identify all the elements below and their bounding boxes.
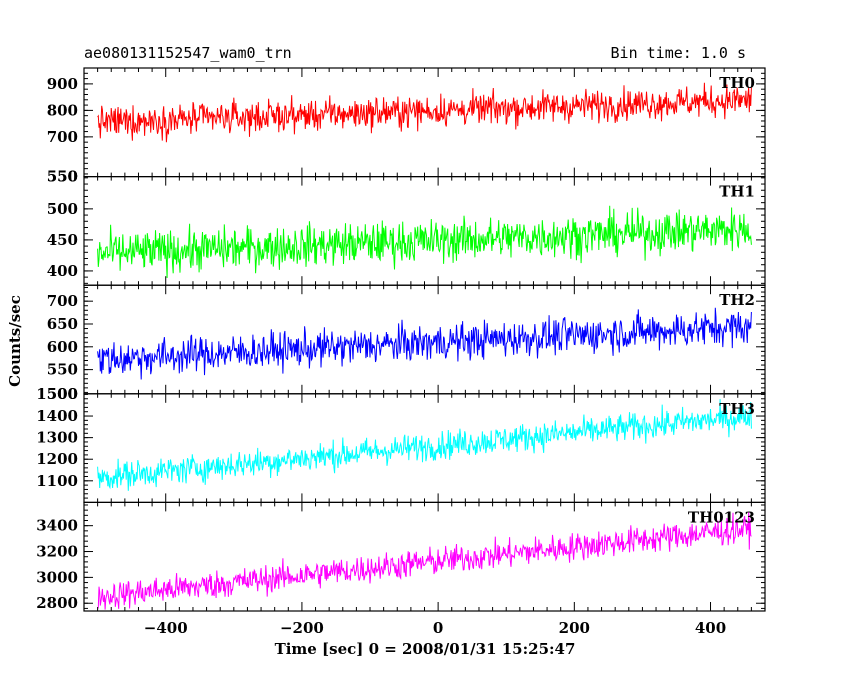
series-label-th0123: TH0123 <box>688 508 755 526</box>
y-tick-label: 400 <box>47 262 78 280</box>
plot-title: ae080131152547_wam0_trn <box>84 44 292 62</box>
y-tick-label: 700 <box>47 128 78 146</box>
series-label-th2: TH2 <box>719 291 755 309</box>
series-line-th0123 <box>97 512 752 610</box>
y-tick-label: 500 <box>47 385 78 403</box>
series-line-th3 <box>97 399 752 491</box>
x-tick-label: −400 <box>144 619 188 637</box>
y-tick-label: 900 <box>47 75 78 93</box>
y-tick-label: 700 <box>47 292 78 310</box>
x-tick-label: 0 <box>433 619 443 637</box>
series-label-th3: TH3 <box>719 400 755 418</box>
y-tick-label: 650 <box>47 315 78 333</box>
x-tick-label: 400 <box>695 619 726 637</box>
x-tick-label: −200 <box>280 619 324 637</box>
y-tick-label: 800 <box>47 101 78 119</box>
y-tick-label: 3000 <box>36 568 78 586</box>
y-tick-label: 1200 <box>36 450 78 468</box>
y-tick-label: 600 <box>47 338 78 356</box>
x-axis-label: Time [sec] 0 = 2008/01/31 15:25:47 <box>274 640 576 658</box>
y-tick-label: 550 <box>47 168 78 186</box>
y-tick-label: 1300 <box>36 429 78 447</box>
x-tick-label: 200 <box>559 619 590 637</box>
bin-time-label: Bin time: 1.0 s <box>610 44 746 62</box>
series-line-th0 <box>97 82 752 143</box>
series-label-th1: TH1 <box>719 183 755 201</box>
y-tick-label: 550 <box>47 361 78 379</box>
y-tick-label: 550 <box>47 168 78 186</box>
y-tick-label: 2800 <box>36 594 78 612</box>
series-label-th0: TH0 <box>719 74 755 92</box>
y-tick-label: 1400 <box>36 407 78 425</box>
y-tick-label: 1500 <box>36 385 78 403</box>
series-line-th1 <box>97 205 752 279</box>
series-line-th2 <box>97 307 752 380</box>
y-tick-label: 450 <box>47 231 78 249</box>
panel-frame-th0123 <box>83 501 766 612</box>
y-tick-label: 500 <box>47 200 78 218</box>
y-tick-label: 3400 <box>36 517 78 535</box>
y-tick-label: 1100 <box>36 472 78 490</box>
y-tick-label: 3200 <box>36 543 78 561</box>
